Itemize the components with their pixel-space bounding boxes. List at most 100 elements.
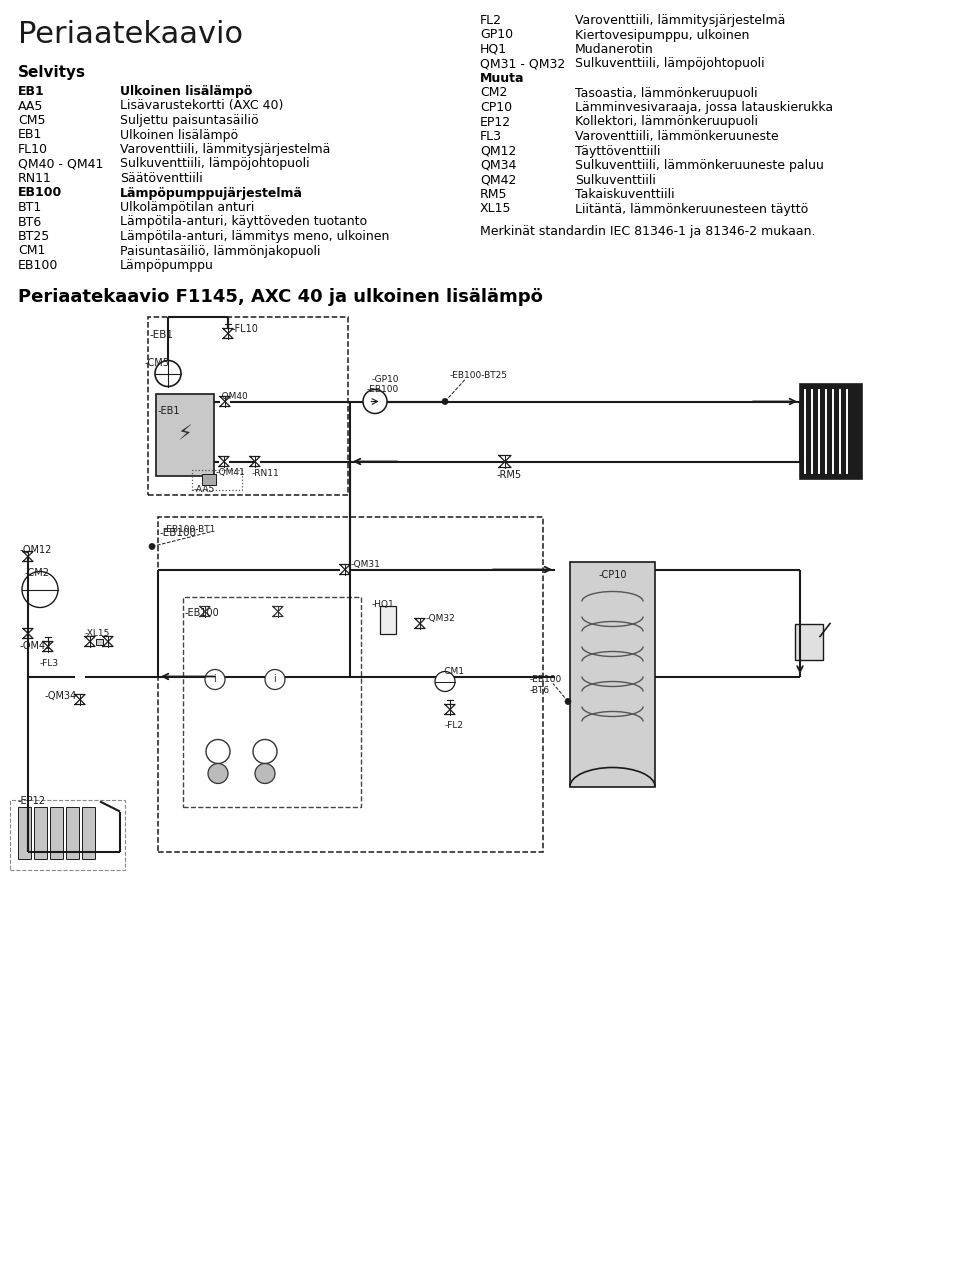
Text: -RM5: -RM5 — [497, 469, 522, 480]
Circle shape — [265, 669, 285, 689]
Text: -EB100: -EB100 — [160, 528, 197, 538]
Text: FL3: FL3 — [480, 130, 502, 142]
Bar — [183, 597, 361, 806]
Text: Liitäntä, lämmönkeruunesteen täyttö: Liitäntä, lämmönkeruunesteen täyttö — [575, 202, 808, 215]
Text: Merkinät standardin IEC 81346-1 ja 81346-2 mukaan.: Merkinät standardin IEC 81346-1 ja 81346… — [480, 225, 815, 238]
Bar — [202, 473, 216, 485]
Text: BT1: BT1 — [18, 201, 42, 214]
Text: Säätöventtiili: Säätöventtiili — [120, 172, 203, 184]
Bar — [380, 605, 396, 633]
Bar — [10, 800, 125, 870]
Text: AA5: AA5 — [18, 99, 43, 112]
Circle shape — [22, 571, 58, 608]
Text: BT6: BT6 — [18, 215, 42, 229]
Text: -FL10: -FL10 — [232, 323, 259, 333]
Text: Periaatekaavio F1145, AXC 40 ja ulkoinen lisälämpö: Periaatekaavio F1145, AXC 40 ja ulkoinen… — [18, 287, 542, 305]
Text: Paisuntasäiliö, lämmönjakopuoli: Paisuntasäiliö, lämmönjakopuoli — [120, 244, 321, 257]
Text: Ulkoinen lisälämpö: Ulkoinen lisälämpö — [120, 128, 238, 141]
Text: -EB1: -EB1 — [158, 406, 180, 416]
Text: Lisävarustekortti (AXC 40): Lisävarustekortti (AXC 40) — [120, 99, 283, 112]
Text: Periaatekaavio: Periaatekaavio — [18, 20, 243, 50]
Text: -FL3: -FL3 — [40, 659, 60, 668]
Text: RN11: RN11 — [18, 172, 52, 184]
Circle shape — [205, 669, 225, 689]
Circle shape — [208, 763, 228, 784]
Text: CP10: CP10 — [480, 100, 512, 114]
Text: Sulkuventtiili, lämpöjohtopuoli: Sulkuventtiili, lämpöjohtopuoli — [120, 158, 310, 170]
Text: FL10: FL10 — [18, 142, 48, 156]
Text: Muuta: Muuta — [480, 73, 524, 85]
Text: CM5: CM5 — [18, 114, 45, 127]
Text: Lämpötila-anturi, lämmitys meno, ulkoinen: Lämpötila-anturi, lämmitys meno, ulkoine… — [120, 230, 390, 243]
Text: -AA5: -AA5 — [194, 486, 215, 495]
Bar — [50, 806, 63, 859]
Text: Varoventtiili, lämmönkeruuneste: Varoventtiili, lämmönkeruuneste — [575, 130, 779, 142]
Circle shape — [253, 739, 277, 763]
Text: Varoventtiili, lämmitysjärjestelmä: Varoventtiili, lämmitysjärjestelmä — [120, 142, 330, 156]
Text: BT25: BT25 — [18, 230, 50, 243]
Text: Kiertovesipumppu, ulkoinen: Kiertovesipumppu, ulkoinen — [575, 28, 750, 42]
Text: -GP10: -GP10 — [372, 375, 399, 384]
Bar — [96, 639, 103, 645]
Text: -QM42: -QM42 — [20, 641, 53, 650]
Bar — [82, 806, 95, 859]
Text: -QM32: -QM32 — [426, 614, 456, 623]
Text: Lämminvesivaraaja, jossa latauskierukka: Lämminvesivaraaja, jossa latauskierukka — [575, 100, 833, 114]
Text: -CM5: -CM5 — [145, 359, 170, 369]
Bar — [192, 469, 242, 490]
Bar — [800, 383, 862, 478]
Text: QM31 - QM32: QM31 - QM32 — [480, 57, 565, 70]
Text: Lämpöpumppu: Lämpöpumppu — [120, 259, 214, 272]
Text: -EB100: -EB100 — [185, 608, 220, 618]
Text: EB1: EB1 — [18, 85, 45, 98]
Text: FL2: FL2 — [480, 14, 502, 27]
Text: Takaiskuventtiili: Takaiskuventtiili — [575, 188, 675, 201]
Text: -EB1: -EB1 — [150, 329, 174, 340]
Bar — [795, 623, 823, 659]
Bar — [148, 317, 348, 495]
Text: Täyttöventtiili: Täyttöventtiili — [575, 145, 660, 158]
Bar — [66, 806, 79, 859]
Text: -QM34: -QM34 — [45, 692, 77, 701]
Text: -RN11: -RN11 — [252, 468, 279, 477]
Text: EB1: EB1 — [18, 128, 42, 141]
Bar — [570, 561, 655, 786]
Text: QM42: QM42 — [480, 173, 516, 187]
Text: Sulkuventtiili, lämmönkeruuneste paluu: Sulkuventtiili, lämmönkeruuneste paluu — [575, 159, 824, 172]
Circle shape — [206, 739, 230, 763]
Circle shape — [363, 389, 387, 413]
Circle shape — [435, 672, 455, 692]
Text: -CM2: -CM2 — [25, 567, 50, 577]
Text: -CP10: -CP10 — [598, 570, 627, 580]
Text: Mudanerotin: Mudanerotin — [575, 43, 654, 56]
Text: -EB100: -EB100 — [367, 385, 399, 394]
Text: QM34: QM34 — [480, 159, 516, 172]
Text: Lämpöpumppujärjestelmä: Lämpöpumppujärjestelmä — [120, 187, 303, 200]
Text: Tasoastia, lämmönkeruupuoli: Tasoastia, lämmönkeruupuoli — [575, 86, 757, 99]
Text: CM1: CM1 — [18, 244, 45, 257]
Text: Sulkuventtiili: Sulkuventtiili — [575, 173, 656, 187]
Text: -QM31: -QM31 — [351, 561, 381, 570]
Text: EB100: EB100 — [18, 259, 59, 272]
Text: i: i — [214, 674, 216, 684]
Text: CM2: CM2 — [480, 86, 508, 99]
Text: ⚡: ⚡ — [178, 425, 192, 444]
Text: -CM1: -CM1 — [442, 668, 465, 677]
Text: EP12: EP12 — [480, 116, 511, 128]
Text: -EB100
-BT6: -EB100 -BT6 — [530, 675, 563, 695]
Text: i: i — [274, 674, 276, 684]
Text: EB100: EB100 — [18, 187, 62, 200]
Text: -HQ1: -HQ1 — [372, 599, 395, 608]
Circle shape — [255, 763, 275, 784]
Bar — [156, 393, 214, 476]
Text: -EP12: -EP12 — [18, 795, 46, 805]
Text: Suljettu paisuntasäiliö: Suljettu paisuntasäiliö — [120, 114, 258, 127]
Circle shape — [442, 398, 448, 404]
Text: Kollektori, lämmönkeruupuoli: Kollektori, lämmönkeruupuoli — [575, 116, 758, 128]
Bar — [18, 806, 31, 859]
Text: Varoventtiili, lämmitysjärjestelmä: Varoventtiili, lämmitysjärjestelmä — [575, 14, 785, 27]
Text: RM5: RM5 — [480, 188, 508, 201]
Text: Ulkolämpötilan anturi: Ulkolämpötilan anturi — [120, 201, 254, 214]
Text: -EB100-BT25: -EB100-BT25 — [450, 371, 508, 380]
Text: XL15: XL15 — [480, 202, 512, 215]
